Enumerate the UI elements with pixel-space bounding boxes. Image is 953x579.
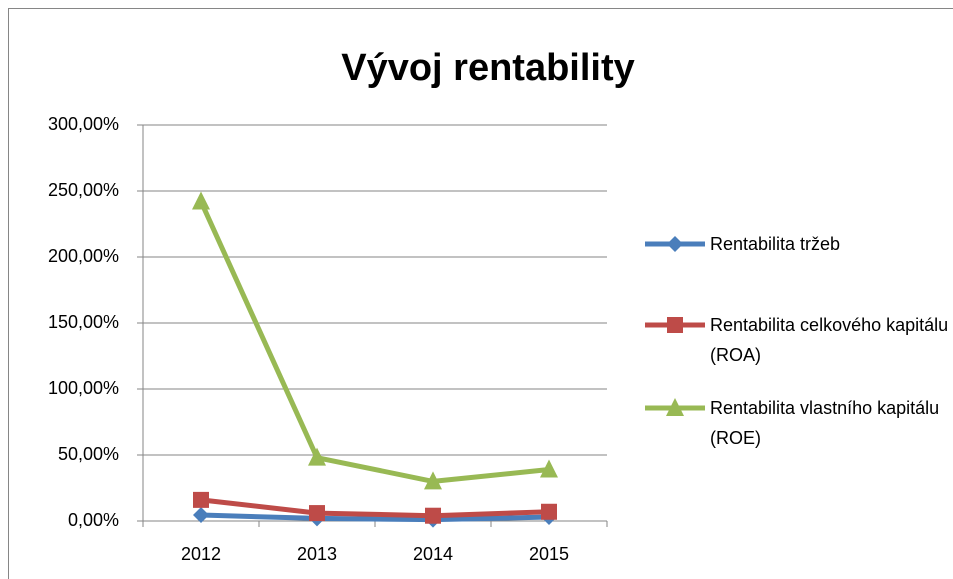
- data-point: [193, 491, 209, 508]
- chart-border: [8, 8, 953, 579]
- y-tick-label: 200,00%: [48, 246, 119, 266]
- data-point: [192, 191, 210, 210]
- series-line: [200, 497, 550, 519]
- y-tick-label: 50,00%: [58, 444, 119, 464]
- data-point: [425, 507, 441, 524]
- series-line: [200, 512, 550, 523]
- x-tick-label: 2012: [181, 544, 221, 564]
- data-point: [308, 447, 326, 466]
- data-point: [540, 459, 558, 478]
- y-tick-label: 300,00%: [48, 114, 119, 134]
- data-point: [424, 471, 442, 490]
- data-point: [193, 507, 209, 524]
- y-tick-label: 100,00%: [48, 378, 119, 398]
- x-tick-label: 2014: [413, 544, 453, 564]
- data-point: [309, 505, 325, 522]
- legend-label: Rentabilita tržeb: [710, 234, 841, 254]
- y-tick-label: 250,00%: [48, 180, 119, 200]
- legend-marker: [667, 317, 683, 333]
- y-tick-label: 0,00%: [68, 510, 119, 530]
- legend-label: Rentabilita vlastního kapitálu (ROE): [710, 398, 940, 448]
- y-tick-label: 150,00%: [48, 312, 119, 332]
- x-tick-label: 2013: [297, 544, 337, 564]
- data-point: [541, 503, 557, 520]
- series-line: [198, 200, 550, 484]
- legend-label: Rentabilita celkového kapitálu (ROA): [710, 315, 949, 365]
- legend-marker: [666, 398, 684, 416]
- legend-marker: [667, 236, 683, 252]
- chart-title: Vývoj rentability: [341, 47, 635, 89]
- x-tick-label: 2015: [529, 544, 569, 564]
